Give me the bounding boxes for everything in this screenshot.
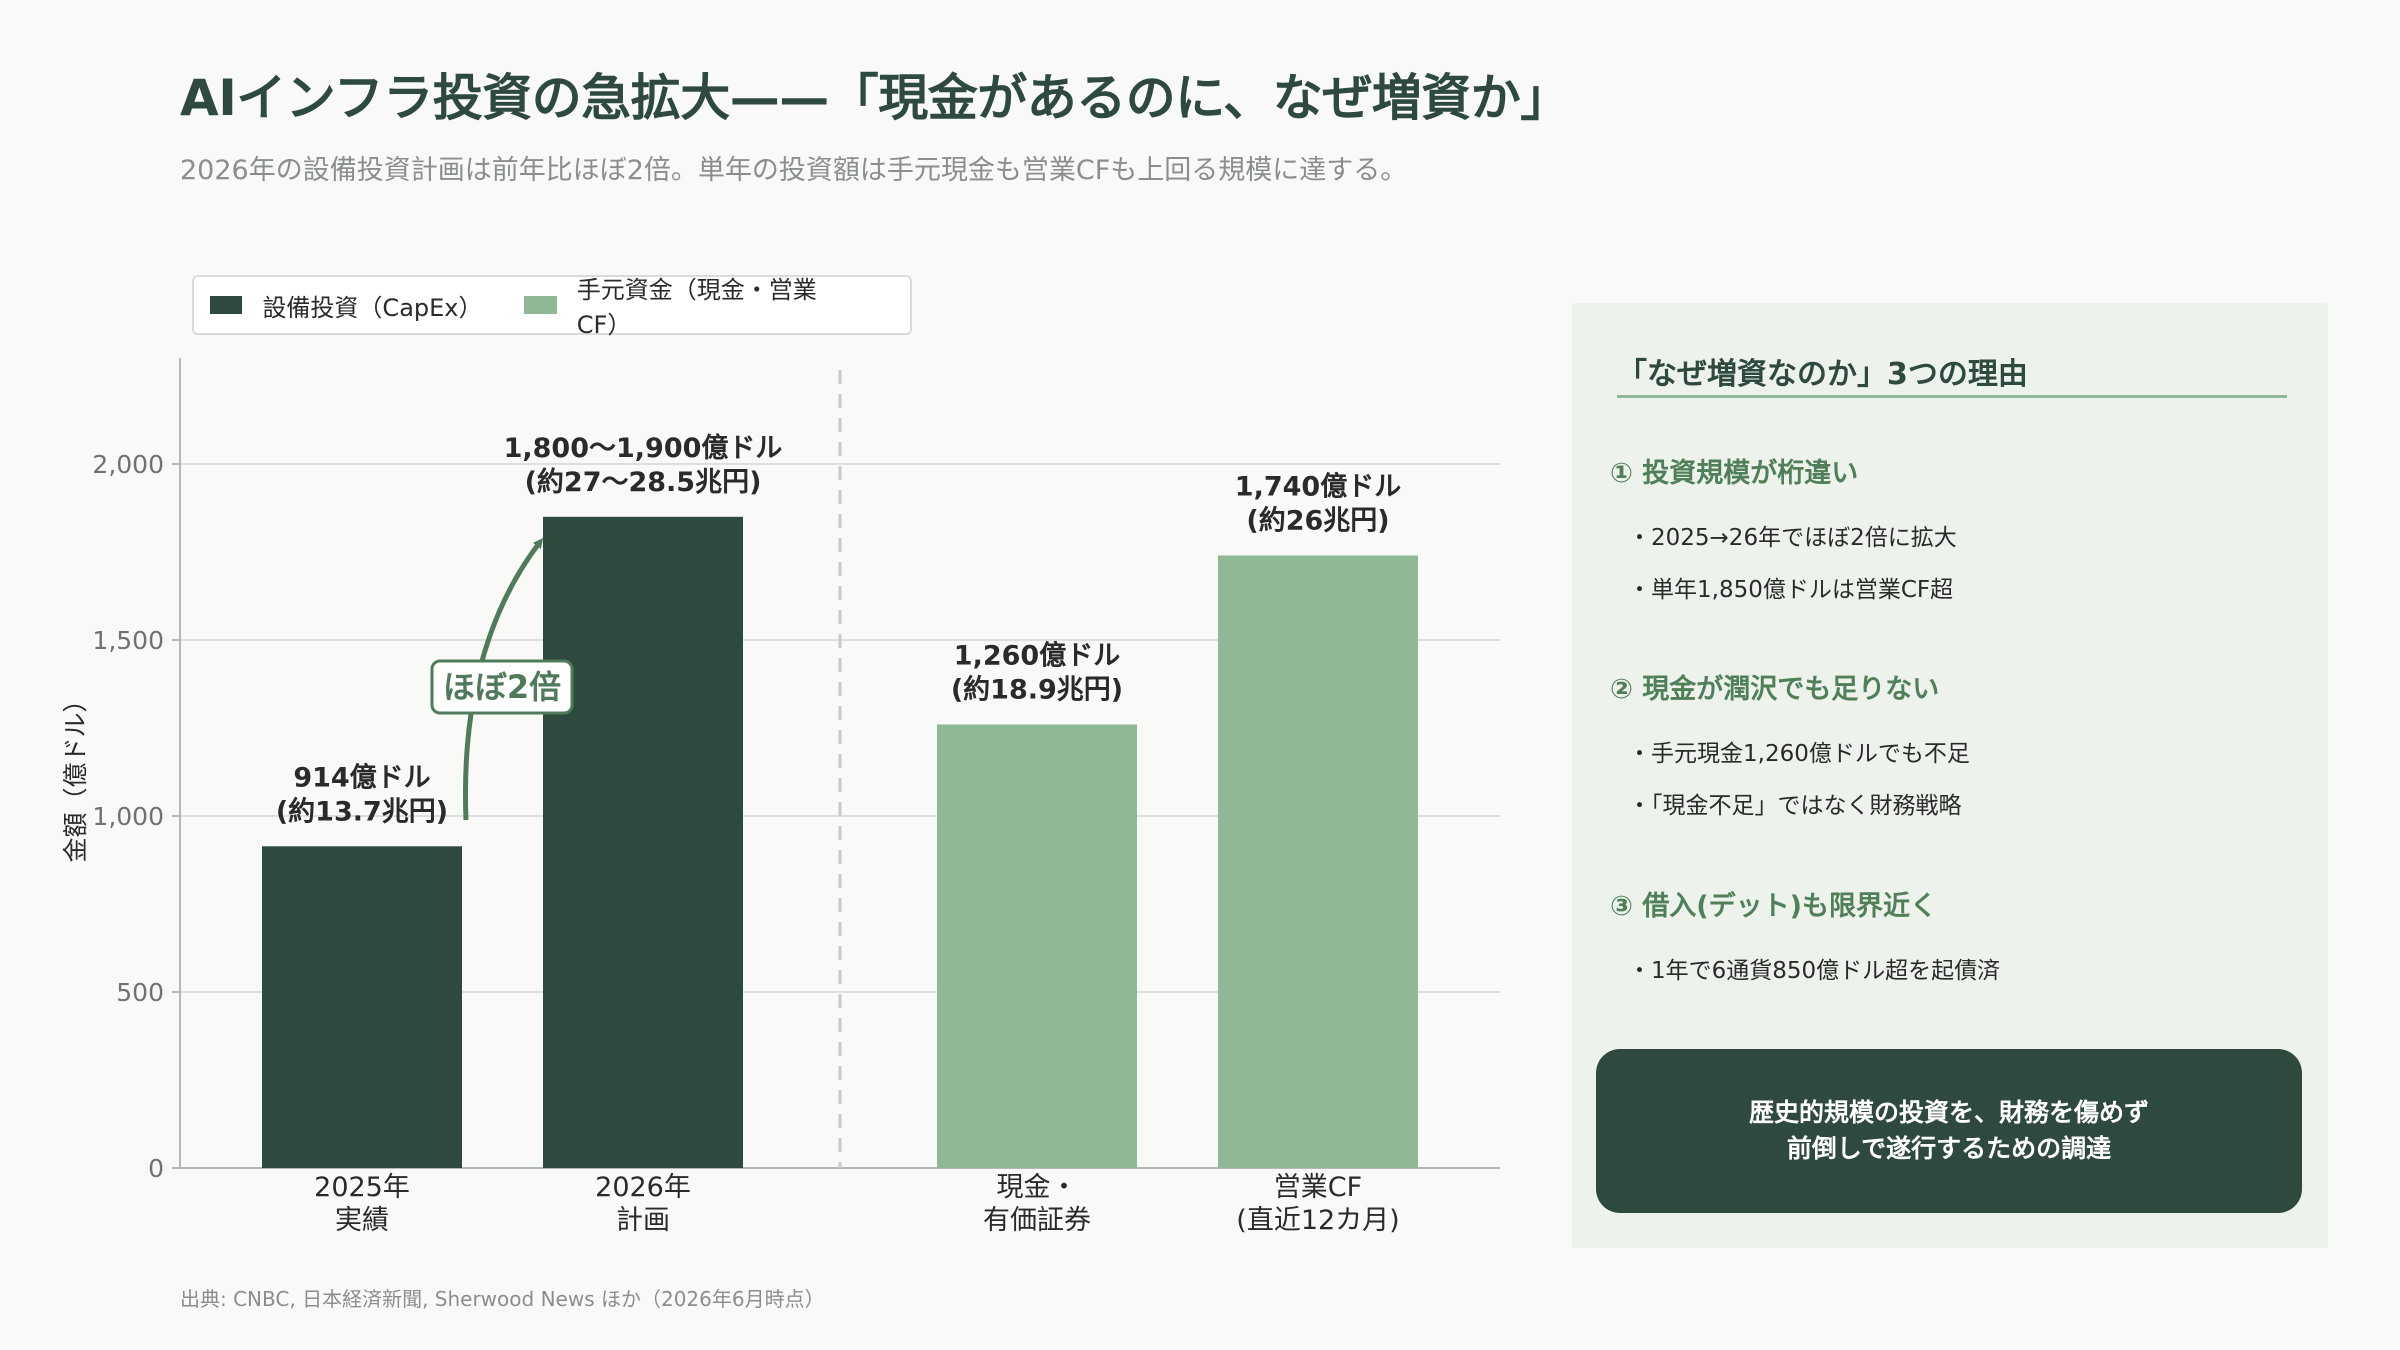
category-label-1-1: 2025年 (314, 1172, 410, 1203)
bar-2-value-label-1: 1,800〜1,900億ドル (504, 433, 783, 464)
reason-2: ② 現金が潤沢でも足りない ・手元現金1,260億ドルでも不足 ・「現金不足」で… (1610, 667, 1970, 838)
reason-1-bullet-1: ・2025→26年でほぼ2倍に拡大 (1628, 525, 1957, 551)
reason-1: ① 投資規模が桁違い ・2025→26年でほぼ2倍に拡大 ・単年1,850億ドル… (1610, 451, 1957, 622)
source-note: 出典: CNBC, 日本経済新聞, Sherwood News ほか（2026年… (180, 1287, 825, 1311)
reason-3: ③ 借入(デット)も限界近く ・1年で6通貨850億ドル超を起債済 (1610, 884, 2000, 1003)
bar-3 (937, 724, 1137, 1168)
bars (262, 516, 1418, 1168)
bar-1-value-label-2: (約13.7兆円) (276, 795, 448, 827)
category-label-4-1: 営業CF (1274, 1172, 1362, 1203)
page-subtitle: 2026年の設備投資計画は前年比ほぼ2倍。単年の投資額は手元現金も営業CFも上回… (180, 155, 1408, 186)
category-label-1-2: 実績 (335, 1205, 389, 1236)
reason-1-bullet-2: ・単年1,850億ドルは営業CF超 (1628, 577, 1954, 603)
bar-1 (262, 846, 462, 1168)
category-label-4-2: (直近12カ月) (1236, 1205, 1399, 1236)
reason-3-title: ③ 借入(デット)も限界近く (1610, 891, 1937, 922)
bar-4-value-label-1: 1,740億ドル (1235, 472, 1401, 503)
category-label-2-1: 2026年 (595, 1172, 691, 1203)
legend-swatch-capex (210, 296, 243, 314)
legend-item-capex: 設備投資（CapEx） (210, 288, 483, 323)
page-title: AIインフラ投資の急拡大——「現金があるのに、なぜ増資か」 (180, 69, 1570, 127)
chart-legend: 設備投資（CapEx） 手元資金（現金・営業CF） (192, 275, 912, 339)
legend-item-funds: 手元資金（現金・営業CF） (524, 270, 858, 340)
reason-2-bullet-2: ・「現金不足」ではなく財務戦略 (1628, 793, 1962, 819)
reason-1-title: ① 投資規模が桁違い (1610, 458, 1859, 489)
legend-swatch-funds (524, 296, 557, 314)
panel-title: 「なぜ増資なのか」3つの理由 (1617, 357, 2028, 392)
reason-2-title: ② 現金が潤沢でも足りない (1610, 674, 1940, 705)
category-label-3-1: 現金・ (997, 1172, 1078, 1203)
growth-callout-box (430, 659, 574, 715)
ytick-label-2000: 2,000 (92, 450, 164, 479)
ytick-label-500: 500 (116, 978, 164, 1007)
reason-3-bullet-1: ・1年で6通貨850億ドル超を起債済 (1628, 958, 2001, 984)
legend-label-capex: 設備投資（CapEx） (262, 293, 483, 322)
panel-title-rule (1617, 395, 2287, 398)
bar-4 (1218, 555, 1418, 1168)
ytick-label-0: 0 (148, 1154, 164, 1183)
labels: 0 500 1,000 1,500 2,000 金額（億ドル） 914億ドル(約13.7兆円… (61, 433, 1401, 1236)
category-label-3-2: 有価証券 (983, 1205, 1091, 1236)
ytick-label-1500: 1,500 (92, 626, 164, 655)
reason-2-bullet-1: ・手元現金1,260億ドルでも不足 (1628, 741, 1970, 767)
legend-label-funds: 手元資金（現金・営業CF） (576, 276, 817, 339)
bar-4-value-label-2: (約26兆円) (1246, 505, 1389, 537)
y-axis-label: 金額（億ドル） (61, 687, 90, 862)
conclusion-box: 歴史的規模の投資を、財務を傷めず 前倒しで遂行するための調達 (1596, 1049, 2302, 1213)
bar-2 (543, 516, 743, 1168)
reasons-panel: 「なぜ増資なのか」3つの理由 ① 投資規模が桁違い ・2025→26年でほぼ2倍… (1572, 303, 2328, 1248)
bar-1-value-label-1: 914億ドル (293, 762, 430, 793)
bar-2-value-label-2: (約27〜28.5兆円) (525, 466, 762, 498)
category-label-2-2: 計画 (616, 1205, 670, 1236)
bar-3-value-label-2: (約18.9兆円) (951, 673, 1123, 705)
bar-chart: 0 500 1,000 1,500 2,000 金額（億ドル） 914億ドル(約13.7兆円… (61, 358, 1500, 1236)
ytick-label-1000: 1,000 (92, 802, 164, 831)
growth-callout-label: ほぼ2倍 (443, 668, 561, 706)
bar-3-value-label-1: 1,260億ドル (954, 640, 1120, 671)
